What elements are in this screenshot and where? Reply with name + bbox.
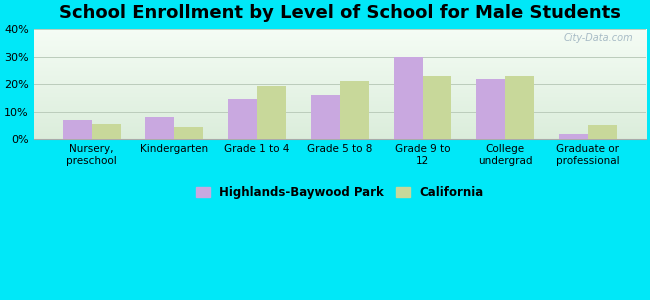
Bar [146,117,174,139]
Bar [422,76,452,139]
Bar [476,79,505,139]
Bar [174,127,203,139]
Bar [505,76,534,139]
Bar [559,134,588,139]
Legend: Highlands-Baywood Park, California: Highlands-Baywood Park, California [196,186,484,199]
Text: City-Data.com: City-Data.com [564,33,634,43]
Bar [228,99,257,139]
Bar [340,82,369,139]
Bar [257,85,286,139]
Title: School Enrollment by Level of School for Male Students: School Enrollment by Level of School for… [59,4,621,22]
Bar [92,124,121,139]
Bar [311,95,340,139]
Bar [588,125,617,139]
Bar [393,57,422,139]
Bar [63,120,92,139]
